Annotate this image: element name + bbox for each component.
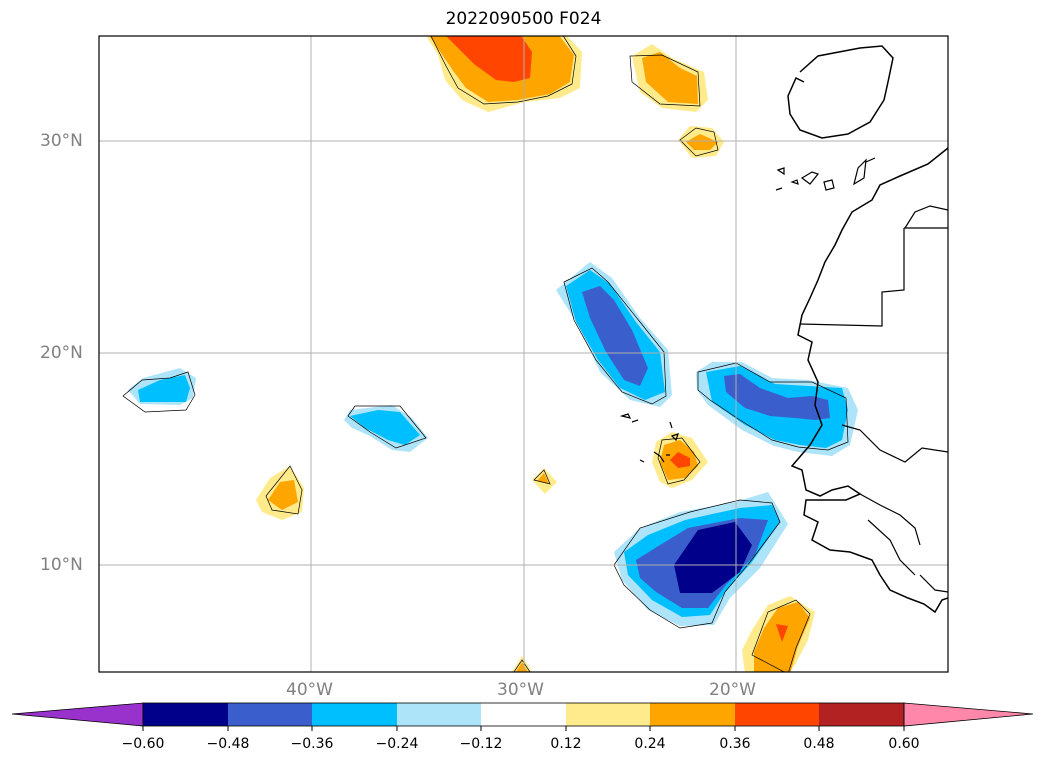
negative-anomaly-east	[696, 362, 858, 456]
negative-anomaly-cv-band	[556, 262, 672, 407]
cape-verde-islands	[619, 413, 679, 463]
positive-anomaly-small-14n	[532, 468, 557, 494]
coastlines	[619, 45, 948, 614]
grid-lines	[99, 36, 948, 672]
colorbar-tick-label: −0.60	[121, 736, 165, 752]
colorbar-tick-label: −0.36	[290, 736, 334, 752]
colorbar-segment	[566, 703, 650, 726]
lat-label-10n: 10°N	[40, 555, 83, 575]
lon-label-30w: 30°W	[497, 680, 544, 700]
colorbar-segment	[397, 703, 481, 726]
coastline-west-africa	[790, 147, 948, 614]
map-title: 2022090500 F024	[445, 9, 602, 29]
colorbar-segment	[819, 703, 904, 726]
colorbar-tick-label: 0.60	[888, 736, 920, 752]
colorbar-tick-label: 0.12	[550, 736, 582, 752]
lon-label-20w: 20°W	[709, 680, 756, 700]
colorbar-segment	[228, 703, 312, 726]
colorbar-segment	[312, 703, 397, 726]
positive-anomaly-cv	[652, 432, 708, 488]
colorbar-tick-label: 0.24	[634, 736, 666, 752]
plot-area	[99, 36, 948, 672]
colorbar-extend-low	[11, 702, 144, 727]
lat-label-30n: 30°N	[40, 131, 83, 151]
positive-anomaly-west	[256, 465, 304, 520]
positive-anomaly-bottom-center	[512, 656, 532, 672]
colorbar	[11, 702, 1034, 731]
colorbar-segment	[650, 703, 735, 726]
colorbar-segment	[735, 703, 819, 726]
border-lines	[799, 205, 948, 593]
positive-anomaly-north-center	[426, 36, 582, 112]
colorbar-tick-label: −0.48	[206, 736, 250, 752]
plot-frame	[98, 35, 949, 673]
colorbar-tick-label: 0.48	[803, 736, 835, 752]
colorbar-extend-high	[903, 702, 1034, 727]
lon-label-40w: 40°W	[286, 680, 333, 700]
colorbar-tick-label: −0.24	[375, 736, 419, 752]
coastline-iberia	[787, 45, 894, 139]
positive-anomaly-north-right	[629, 44, 708, 112]
colorbar-segment	[143, 703, 228, 726]
colorbar-tick-label: 0.36	[719, 736, 751, 752]
positive-anomaly-south-right	[742, 596, 815, 672]
colorbar-tick-label: −0.12	[459, 736, 503, 752]
negative-anomaly-south	[613, 492, 788, 629]
positive-anomaly-30n	[678, 126, 724, 158]
lat-label-20n: 20°N	[40, 343, 83, 363]
negative-anomaly-central	[344, 405, 428, 452]
colorbar-segment	[481, 703, 566, 726]
canary-islands	[775, 157, 876, 191]
negative-anomaly-west	[122, 368, 196, 413]
